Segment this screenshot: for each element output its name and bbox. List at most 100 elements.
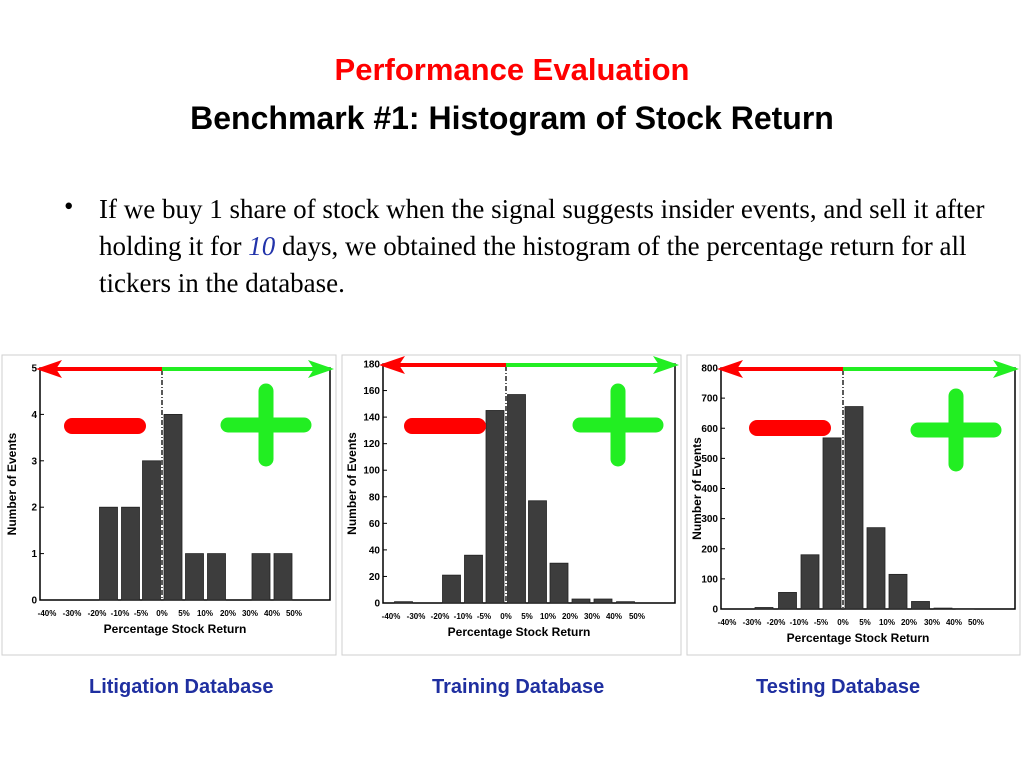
- x-tick-label: 10%: [540, 612, 556, 621]
- x-tick-label: -5%: [134, 609, 148, 618]
- x-tick-label: 20%: [562, 612, 578, 621]
- y-tick-label: 2: [31, 503, 37, 514]
- x-tick-label: 5%: [521, 612, 533, 621]
- x-tick-label: 30%: [584, 612, 600, 621]
- x-tick-label: 50%: [968, 618, 984, 627]
- bullet-text: If we buy 1 share of stock when the sign…: [99, 191, 1004, 302]
- x-tick-label: -30%: [407, 612, 426, 621]
- y-axis-title: Number of Events: [690, 437, 704, 540]
- histogram-bar: [754, 607, 774, 610]
- negative-arrowhead: [379, 356, 405, 374]
- x-tick-label: -20%: [767, 618, 786, 627]
- x-tick-label: -40%: [718, 618, 737, 627]
- y-tick-label: 5: [31, 364, 37, 375]
- x-tick-label: -10%: [790, 618, 809, 627]
- histogram-bar: [866, 527, 886, 610]
- histogram-bar: [163, 413, 183, 601]
- y-tick-label: 600: [701, 424, 718, 435]
- x-tick-label: 0%: [156, 609, 168, 618]
- x-tick-label: -40%: [382, 612, 401, 621]
- histogram-bar: [822, 437, 842, 610]
- histogram-bar: [99, 506, 118, 601]
- y-tick-label: 0: [374, 599, 380, 610]
- y-tick-label: 160: [363, 386, 380, 397]
- y-tick-label: 100: [363, 466, 380, 477]
- y-tick-label: 120: [363, 439, 380, 450]
- positive-arrowhead: [993, 360, 1019, 378]
- x-tick-label: -5%: [814, 618, 828, 627]
- y-tick-label: 180: [363, 360, 380, 371]
- x-tick-label: -30%: [743, 618, 762, 627]
- histogram-bar: [549, 562, 569, 604]
- histogram-chart-1: 0 1 2 3 4 5 -40% -30% -20% -10% -5% 0% 5% 10% 20% 30% 40…: [1, 354, 337, 656]
- x-tick-label: 40%: [264, 609, 280, 618]
- y-tick-label: 400: [701, 484, 718, 495]
- histogram-bar: [394, 601, 413, 604]
- y-tick-label: 20: [369, 572, 381, 583]
- x-tick-label: 0%: [500, 612, 512, 621]
- histogram-bar: [778, 592, 797, 610]
- histogram-bar: [800, 554, 820, 610]
- histogram-bar: [121, 506, 140, 601]
- y-tick-label: 500: [701, 454, 718, 465]
- x-tick-label: -40%: [38, 609, 57, 618]
- y-tick-label: 3: [31, 456, 37, 467]
- negative-arrowhead: [36, 360, 62, 378]
- y-tick-label: 700: [701, 394, 718, 405]
- x-axis-title: Percentage Stock Return: [787, 631, 930, 645]
- y-tick-label: 140: [363, 413, 380, 424]
- slide-title: Performance Evaluation: [334, 52, 690, 87]
- plus-icon: [220, 383, 312, 467]
- plus-icon: [572, 383, 664, 467]
- x-tick-label: -5%: [477, 612, 491, 621]
- x-tick-label: -20%: [431, 612, 450, 621]
- y-axis-title: Number of Events: [5, 432, 19, 535]
- caption-training: Training Database: [432, 676, 605, 698]
- y-tick-label: 4: [31, 410, 37, 421]
- histogram-bar: [185, 553, 204, 601]
- positive-arrowhead: [653, 356, 679, 374]
- x-tick-label: 50%: [286, 609, 302, 618]
- histogram-chart-3: 0 100 200 300 400 500 600 700 800 -40% -30% -20% -10…: [686, 354, 1021, 656]
- x-tick-label: 20%: [220, 609, 236, 618]
- histogram-bar: [507, 394, 526, 604]
- x-tick-label: -10%: [111, 609, 130, 618]
- plus-icon: [910, 388, 1002, 472]
- x-tick-label: 30%: [924, 618, 940, 627]
- y-tick-label: 1: [31, 549, 37, 560]
- histogram-bar: [911, 601, 930, 610]
- caption-testing: Testing Database: [756, 676, 921, 698]
- y-tick-label: 40: [369, 545, 381, 556]
- y-tick-label: 60: [369, 519, 381, 530]
- histogram-bar: [207, 553, 226, 601]
- x-tick-label: -10%: [454, 612, 473, 621]
- x-tick-label: 5%: [178, 609, 190, 618]
- histogram-bar: [616, 601, 635, 604]
- histogram-bar: [251, 553, 271, 601]
- y-tick-label: 0: [712, 605, 718, 616]
- histogram-bar: [273, 553, 293, 601]
- y-tick-label: 200: [701, 544, 718, 555]
- x-tick-label: 40%: [946, 618, 962, 627]
- histogram-bar: [442, 574, 461, 604]
- y-tick-label: 0: [31, 596, 37, 607]
- histogram-bar: [528, 500, 547, 604]
- histogram-bar: [464, 554, 483, 604]
- x-axis-title: Percentage Stock Return: [448, 625, 591, 639]
- x-tick-label: 10%: [879, 618, 895, 627]
- histogram-bar: [888, 573, 908, 610]
- y-axis-title: Number of Events: [345, 432, 359, 535]
- y-tick-label: 800: [701, 364, 718, 375]
- x-tick-label: 5%: [859, 618, 871, 627]
- x-tick-label: 20%: [901, 618, 917, 627]
- positive-arrowhead: [308, 360, 334, 378]
- bullet-marker: •: [64, 191, 74, 221]
- histogram-bar: [571, 598, 591, 604]
- histogram-bar: [593, 598, 613, 604]
- y-tick-label: 80: [369, 492, 381, 503]
- y-tick-label: 100: [701, 574, 718, 585]
- bullet-text-part1: If we buy 1 share of stock when the sign…: [99, 194, 985, 261]
- histogram-bar: [142, 460, 161, 601]
- x-tick-label: -30%: [63, 609, 82, 618]
